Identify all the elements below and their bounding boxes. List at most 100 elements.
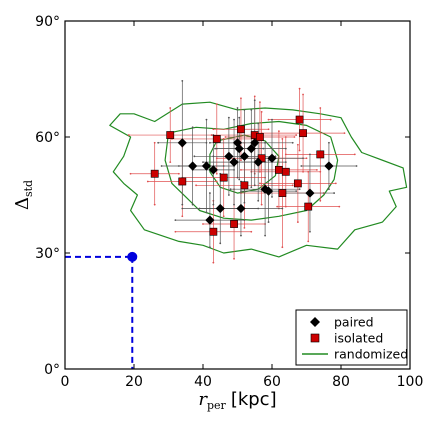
paired-errcap-19-1 [355,165,358,167]
isolated-errcap-15-3 [296,143,299,146]
isolated-errcap-2-1 [215,180,218,183]
isolated-point-4 [212,135,221,143]
isolated-errcap-1-0 [127,134,130,136]
isolated-point-3 [209,227,218,236]
isolated-errcap-3-2 [212,261,215,264]
paired-errcap-15-3 [264,141,266,144]
paired-errcap-1-0 [160,165,163,167]
isolated-point-15 [293,179,302,188]
paired-errcap-13-2 [253,184,256,187]
paired-errcap-17-1 [295,190,298,193]
isolated-point-14 [281,167,290,176]
y-axis-label-symbol: Δ [12,197,33,210]
isolated-errcap-7-0 [212,128,215,131]
isolated-errcap-16-1 [329,118,332,121]
x-axis-label-symbol: r [198,389,208,410]
annotation-point [65,251,138,369]
paired-errcap-15-2 [264,234,266,237]
paired-errcap-6-3 [227,116,230,119]
x-tick-label-1: 20 [125,374,143,390]
isolated-errcap-1-3 [169,107,172,109]
isolated-point-18 [304,202,313,211]
isolated-errcap-12-1 [315,168,318,171]
paired-errcap-9-2 [238,178,241,181]
axis-ticks: 0 20 40 60 80 100 0° 30° 60° 90° [35,14,423,390]
paired-point-18 [305,188,315,198]
legend-label-randomized: randomized [334,347,408,362]
isolated-errcap-0-0 [129,172,132,175]
isolated-errcap-10-1 [293,136,296,138]
isolated-errcap-0-2 [153,203,156,206]
x-tick-label-0: 0 [61,374,70,390]
paired-point-5 [215,203,225,214]
paired-errcap-7-3 [233,118,235,121]
paired-errcap-16-1 [302,157,304,160]
legend-label-isolated: isolated [334,331,383,346]
isolated-point-7 [237,125,245,134]
contour-outer [109,101,408,258]
paired-errcap-17-0 [240,190,242,193]
y-tick-label-2: 60° [35,130,60,146]
paired-point-2 [201,161,212,171]
isolated-errcap-19-3 [319,107,322,109]
paired-errcap-8-3 [236,107,239,109]
paired-errcap-0-2 [181,203,184,206]
isolated-errcap-1-1 [210,134,213,136]
paired-errcap-7-2 [233,203,235,206]
paired-errcap-15-1 [298,188,301,191]
isolated-errcap-15-0 [259,182,261,185]
isolated-errcap-7-1 [267,128,270,131]
paired-errcap-19-0 [300,165,303,167]
paired-point-4 [208,165,218,175]
isolated-point-0 [150,169,159,178]
paired-errcap-5-0 [181,207,184,210]
isolated-errcap-16-0 [267,118,270,121]
paired-errcap-3-2 [209,246,211,249]
isolated-point-2 [178,177,187,186]
paired-errcap-9-3 [238,116,241,119]
paired-errcap-12-1 [284,147,287,150]
isolated-errcap-3-0 [174,230,177,233]
paired-errcap-9-0 [214,147,216,150]
paired-errcap-16-2 [271,196,273,198]
isolated-errcap-11-0 [215,157,218,160]
isolated-point-10 [256,133,264,141]
isolated-point-17 [299,129,307,138]
paired-errcap-1-2 [191,203,194,206]
paired-point-7 [229,157,239,167]
paired-errcap-6-0 [193,155,196,158]
paired-errcap-19-3 [328,141,330,144]
isolated-errcap-6-2 [233,257,235,260]
paired-errcap-3-1 [243,219,246,222]
isolated-errcap-16-2 [298,149,301,152]
isolated-point-13 [278,189,287,197]
paired-point-17 [263,186,274,196]
x-tick-label-2: 40 [194,374,212,390]
paired-point-9 [234,144,244,154]
isolated-errcap-18-1 [338,205,341,208]
paired-point-10 [236,203,246,214]
paired-errcap-19-2 [328,188,330,191]
isolated-errcap-4-3 [215,103,218,106]
paired-point-0 [177,138,187,148]
x-axis-label-unit: [kpc] [231,389,277,410]
isolated-errcap-8-1 [291,184,294,187]
paired-errcap-12-0 [215,147,218,150]
paired-errcap-3-0 [174,219,177,222]
paired-errcap-0-0 [157,141,160,144]
legend-marker-isolated [310,333,320,343]
paired-point-19 [324,161,334,171]
paired-errcap-12-3 [250,109,253,111]
paired-errcap-6-2 [227,194,230,196]
isolated-errcap-11-2 [260,203,263,206]
isolated-errcap-18-0 [276,205,279,208]
isolated-errcap-0-3 [153,141,156,144]
isolated-errcap-8-2 [243,226,246,229]
isolated-errcap-15-2 [296,221,299,223]
isolated-errcap-10-3 [259,101,261,104]
x-tick-label-4: 80 [332,374,350,390]
paired-point-16 [267,153,277,163]
